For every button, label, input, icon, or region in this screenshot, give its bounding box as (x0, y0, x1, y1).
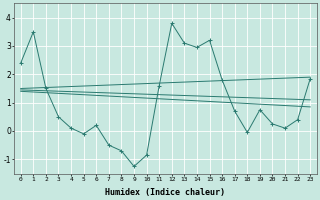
X-axis label: Humidex (Indice chaleur): Humidex (Indice chaleur) (106, 188, 226, 197)
